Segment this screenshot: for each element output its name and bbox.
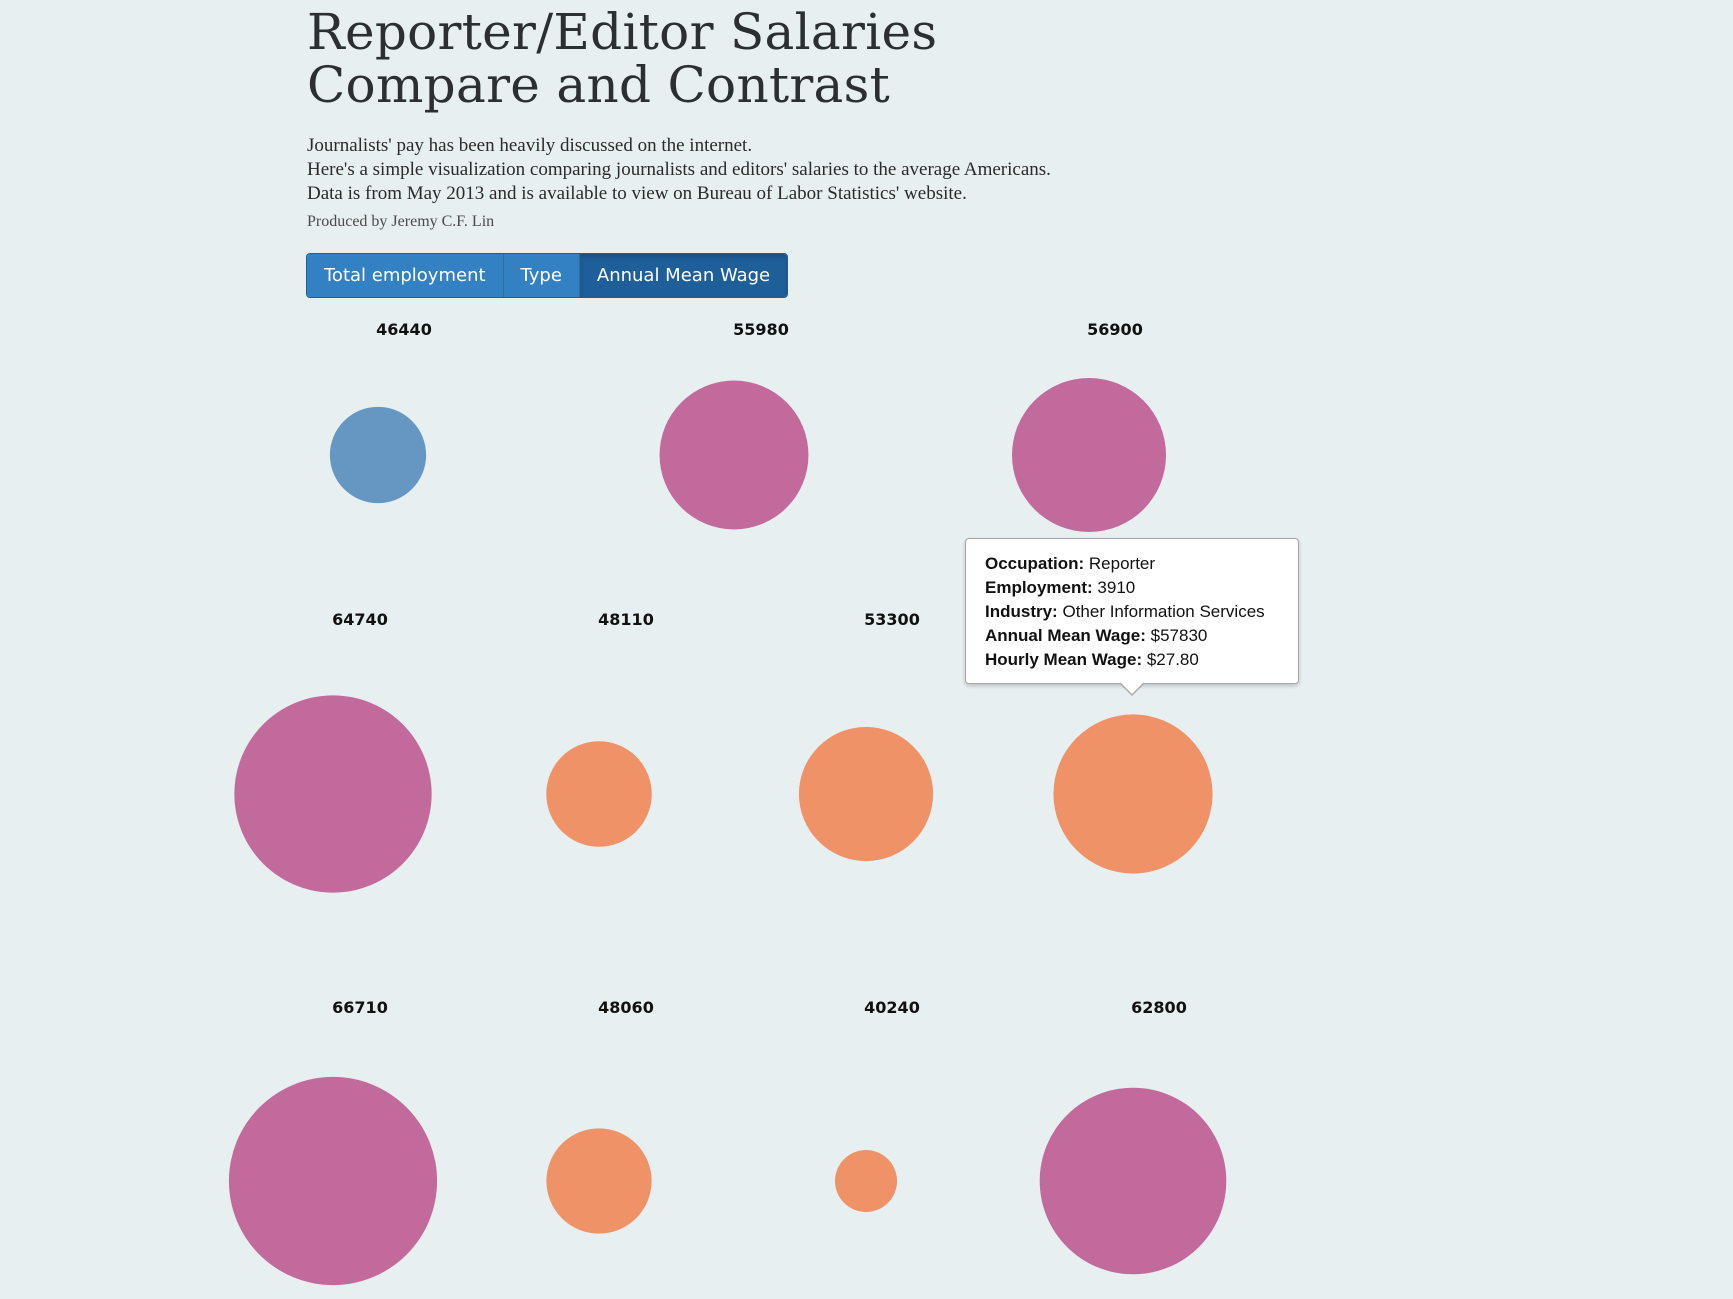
bubble-1[interactable] <box>329 406 427 504</box>
bubble-label-11: 62800 <box>1131 998 1187 1017</box>
bubble-label-2: 55980 <box>733 320 789 339</box>
bubble-label-6: 53300 <box>864 610 920 629</box>
title-line-2: Compare and Contrast <box>307 56 891 114</box>
description: Journalists' pay has been heavily discus… <box>307 134 1051 206</box>
tooltip-hourly-wage-row: Hourly Mean Wage: $27.80 <box>985 648 1279 672</box>
annual-mean-wage-button[interactable]: Annual Mean Wage <box>579 254 788 297</box>
bubble-label-4: 64740 <box>332 610 388 629</box>
tooltip-hourly-wage-label: Hourly Mean Wage: <box>985 650 1143 669</box>
bubble-11[interactable] <box>1039 1087 1227 1275</box>
tooltip-employment-value: 3910 <box>1097 578 1136 597</box>
tooltip-industry-value: Other Information Services <box>1062 602 1265 621</box>
tooltip-annual-wage-label: Annual Mean Wage: <box>985 626 1146 645</box>
bubble-label-5: 48110 <box>598 610 654 629</box>
type-button[interactable]: Type <box>503 254 580 297</box>
bubble-8[interactable] <box>228 1076 438 1286</box>
credit-line: Produced by Jeremy C.F. Lin <box>307 213 495 230</box>
tooltip-occupation-row: Occupation: Reporter <box>985 552 1279 576</box>
tooltip-hourly-wage-value: $27.80 <box>1146 650 1199 669</box>
bubble-label-3: 56900 <box>1087 320 1143 339</box>
tooltip-employment-row: Employment: 3910 <box>985 576 1279 600</box>
bubble-6[interactable] <box>798 726 934 862</box>
tooltip-industry-label: Industry: <box>985 602 1058 621</box>
tooltip-occupation-label: Occupation: <box>985 554 1085 573</box>
description-line-1: Journalists' pay has been heavily discus… <box>307 135 753 156</box>
tooltip-annual-wage-row: Annual Mean Wage: $57830 <box>985 624 1279 648</box>
bubble-label-10: 40240 <box>864 998 920 1017</box>
tooltip-occupation-value: Reporter <box>1088 554 1156 573</box>
bubble-label-1: 46440 <box>376 320 432 339</box>
view-toggle-group: Total employment Type Annual Mean Wage <box>306 253 789 298</box>
description-line-3: Data is from May 2013 and is available t… <box>307 183 967 204</box>
tooltip-employment-label: Employment: <box>985 578 1093 597</box>
bubble-label-9: 48060 <box>598 998 654 1017</box>
bubble-2[interactable] <box>659 380 809 530</box>
bubble-5[interactable] <box>546 741 652 847</box>
tooltip-industry-row: Industry: Other Information Services <box>985 600 1279 624</box>
bubble-3[interactable] <box>1011 377 1167 533</box>
bubble-label-8: 66710 <box>332 998 388 1017</box>
description-line-2: Here's a simple visualization comparing … <box>307 159 1051 180</box>
bubble-7[interactable] <box>1053 714 1213 874</box>
tooltip: Occupation: Reporter Employment: 3910 In… <box>965 538 1299 684</box>
page-title: Reporter/Editor Salaries Compare and Con… <box>307 6 937 112</box>
tooltip-arrow-fill <box>1121 683 1143 694</box>
bubble-9[interactable] <box>546 1128 652 1234</box>
total-employment-button[interactable]: Total employment <box>307 254 504 297</box>
bubble-4[interactable] <box>234 695 432 893</box>
bubble-10[interactable] <box>834 1149 898 1213</box>
tooltip-annual-wage-value: $57830 <box>1150 626 1208 645</box>
title-line-1: Reporter/Editor Salaries <box>307 3 938 61</box>
